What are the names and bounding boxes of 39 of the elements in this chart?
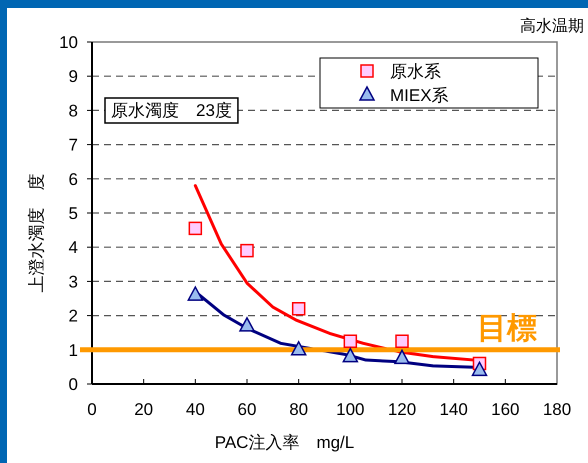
y-tick-label: 2 xyxy=(68,306,78,326)
x-tick-label: 0 xyxy=(87,400,97,419)
y-tick-label: 3 xyxy=(68,272,78,292)
point xyxy=(188,286,204,301)
legend-label: 原水系 xyxy=(390,62,441,81)
y-tick-label: 9 xyxy=(68,67,78,86)
point xyxy=(240,244,254,258)
y-tick-label: 0 xyxy=(68,375,78,394)
x-tick-label: 160 xyxy=(491,400,520,419)
x-tick-label: 20 xyxy=(134,400,154,419)
y-axis-title: 上澄水濁度 度 xyxy=(27,174,46,292)
x-tick-label: 40 xyxy=(186,400,205,419)
x-tick-label: 120 xyxy=(388,400,416,419)
y-tick-label: 10 xyxy=(59,33,78,52)
point xyxy=(188,222,202,236)
point xyxy=(344,334,358,348)
y-tick-label: 8 xyxy=(68,101,78,120)
point xyxy=(472,362,488,376)
point xyxy=(292,302,306,316)
annotation: 原水濁度 23度 xyxy=(111,101,232,120)
point xyxy=(239,317,255,332)
point xyxy=(394,350,410,364)
point xyxy=(290,341,306,356)
x-tick-label: 60 xyxy=(238,400,256,419)
point xyxy=(342,348,358,362)
y-tick-label: 5 xyxy=(68,204,78,223)
x-tick-label: 80 xyxy=(289,400,308,419)
ref-line-label: 目標 xyxy=(477,312,537,345)
chart-title: 高水温期 xyxy=(520,17,584,35)
point xyxy=(395,334,409,348)
y-tick-label: 1 xyxy=(68,340,78,360)
y-tick-label: 6 xyxy=(68,170,78,189)
x-tick-label: 100 xyxy=(336,400,365,419)
x-tick-label: 140 xyxy=(439,400,468,419)
y-tick-label: 7 xyxy=(68,136,78,155)
x-axis-title: PAC注入率 mg/L xyxy=(214,433,354,452)
legend-label: MIEX系 xyxy=(390,86,449,105)
y-tick-label: 4 xyxy=(68,238,78,258)
x-tick-label: 180 xyxy=(542,400,572,419)
